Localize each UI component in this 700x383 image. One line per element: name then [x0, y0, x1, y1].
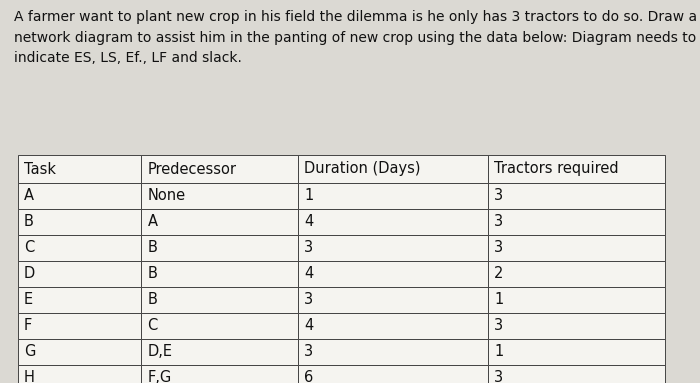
Text: 6: 6	[304, 370, 314, 383]
Text: C: C	[24, 241, 34, 255]
Text: 3: 3	[494, 188, 503, 203]
Bar	[488, 365, 665, 383]
Text: 1: 1	[494, 293, 503, 308]
Text: 2: 2	[494, 267, 503, 282]
Text: 3: 3	[494, 214, 503, 229]
Text: E: E	[24, 293, 33, 308]
Bar	[18, 155, 141, 183]
Bar	[141, 339, 298, 365]
Text: None: None	[148, 188, 186, 203]
Bar	[141, 313, 298, 339]
Text: 4: 4	[304, 214, 314, 229]
Text: Task: Task	[24, 162, 56, 177]
Bar	[141, 155, 298, 183]
Text: 3: 3	[304, 241, 314, 255]
Text: F: F	[24, 319, 32, 334]
Bar	[18, 261, 141, 287]
Bar	[18, 313, 141, 339]
Bar	[18, 365, 141, 383]
Text: 3: 3	[304, 293, 314, 308]
Text: 1: 1	[494, 344, 503, 360]
Bar	[141, 183, 298, 209]
Text: 3: 3	[304, 344, 314, 360]
Text: Predecessor: Predecessor	[148, 162, 237, 177]
Bar	[298, 155, 488, 183]
Text: F,G: F,G	[148, 370, 172, 383]
Bar	[488, 209, 665, 235]
Text: B: B	[148, 293, 158, 308]
Bar	[18, 339, 141, 365]
Bar	[141, 261, 298, 287]
Bar	[298, 365, 488, 383]
Text: B: B	[24, 214, 34, 229]
Text: Tractors required: Tractors required	[494, 162, 619, 177]
Text: 1: 1	[304, 188, 314, 203]
Text: 3: 3	[494, 241, 503, 255]
Text: D,E: D,E	[148, 344, 172, 360]
Bar	[18, 287, 141, 313]
Text: Duration (Days): Duration (Days)	[304, 162, 421, 177]
Text: B: B	[148, 267, 158, 282]
Bar	[488, 339, 665, 365]
Text: C: C	[148, 319, 158, 334]
Text: A: A	[148, 214, 158, 229]
Bar	[141, 365, 298, 383]
Bar	[298, 183, 488, 209]
Bar	[488, 155, 665, 183]
Bar	[18, 235, 141, 261]
Bar	[18, 183, 141, 209]
Bar	[298, 209, 488, 235]
Bar	[488, 235, 665, 261]
Text: 3: 3	[494, 319, 503, 334]
Text: D: D	[24, 267, 35, 282]
Text: B: B	[148, 241, 158, 255]
Text: H: H	[24, 370, 35, 383]
Bar	[298, 313, 488, 339]
Text: 4: 4	[304, 319, 314, 334]
Bar	[298, 287, 488, 313]
Bar	[141, 209, 298, 235]
Bar	[298, 339, 488, 365]
Text: A farmer want to plant new crop in his field the dilemma is he only has 3 tracto: A farmer want to plant new crop in his f…	[14, 10, 697, 65]
Text: 4: 4	[304, 267, 314, 282]
Bar	[488, 183, 665, 209]
Text: A: A	[24, 188, 34, 203]
Bar	[18, 209, 141, 235]
Bar	[488, 261, 665, 287]
Bar	[298, 261, 488, 287]
Bar	[141, 287, 298, 313]
Text: G: G	[24, 344, 36, 360]
Text: 3: 3	[494, 370, 503, 383]
Bar	[488, 313, 665, 339]
Bar	[141, 235, 298, 261]
Bar	[298, 235, 488, 261]
Bar	[488, 287, 665, 313]
